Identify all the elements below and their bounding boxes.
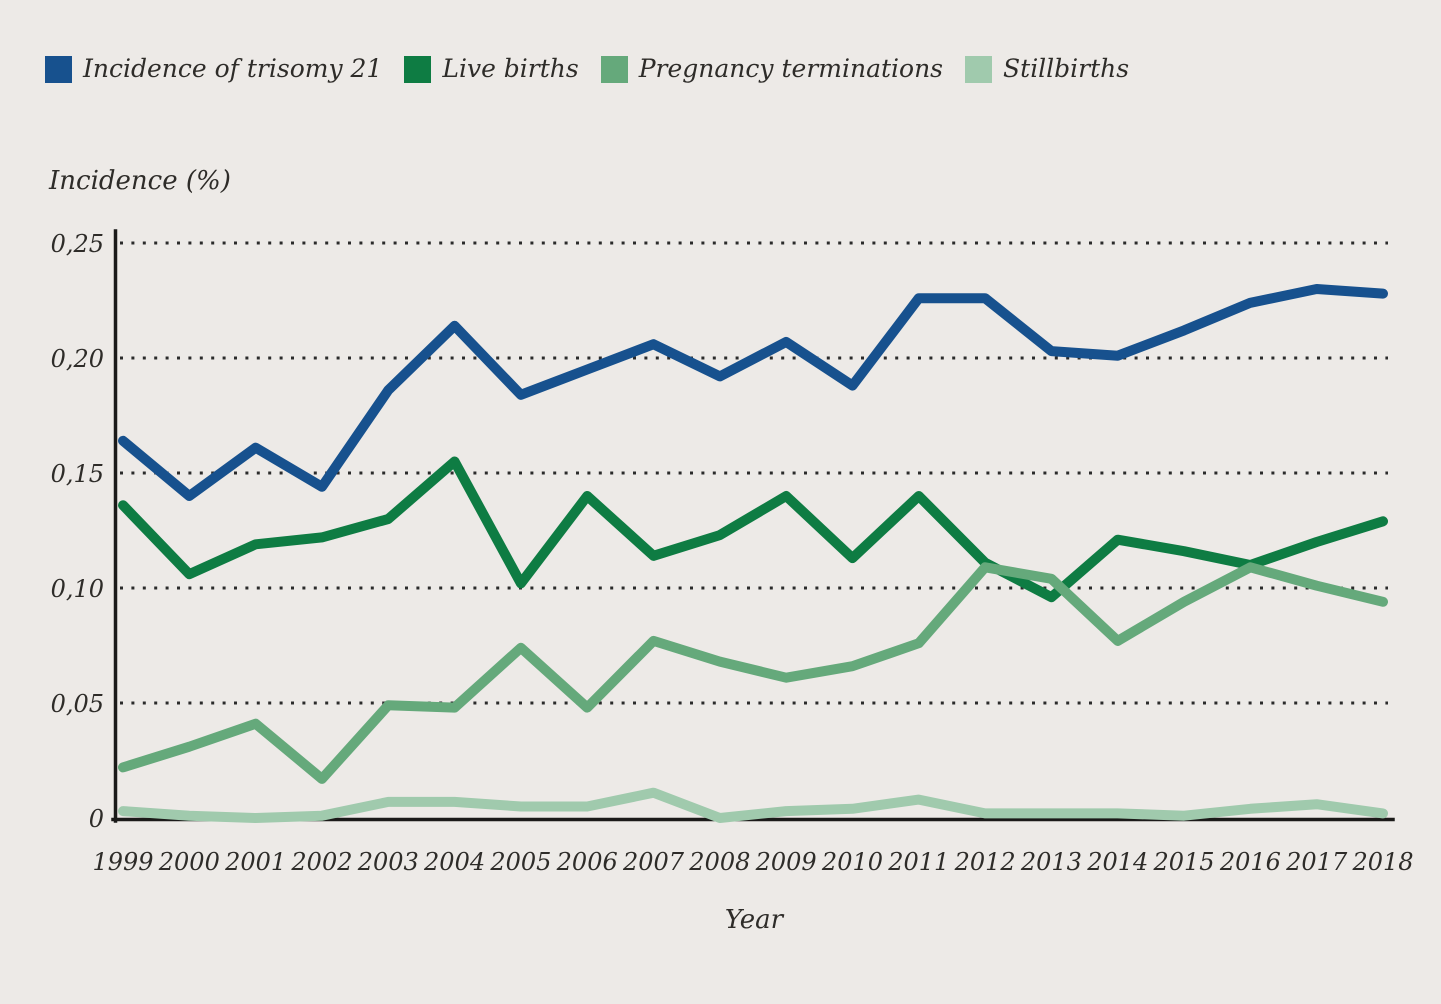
y-tick-label: 0 <box>89 805 104 833</box>
legend-label-pregnancy-terminations: Pregnancy terminations <box>638 54 944 83</box>
legend-item-incidence-of-trisomy-21: Incidence of trisomy 21 <box>45 55 382 83</box>
legend-swatch-incidence-icon <box>45 55 72 83</box>
x-tick-label: 2015 <box>1153 848 1215 876</box>
y-tick-label: 0,15 <box>51 460 104 488</box>
series-line-live-births <box>118 456 1388 603</box>
x-tick-label: 2006 <box>556 848 618 876</box>
legend-label-stillbirths: Stillbirths <box>1003 54 1130 83</box>
legend-label-incidence: Incidence of trisomy 21 <box>83 54 383 83</box>
x-tick-label: 2011 <box>887 848 949 876</box>
x-tick-label: 2008 <box>688 848 750 876</box>
legend-item-pregnancy-terminations: Pregnancy terminations <box>600 54 944 83</box>
y-tick-label: 0,25 <box>51 230 104 258</box>
x-tick-label: 2005 <box>489 848 551 876</box>
x-tick-label: 2002 <box>290 848 352 876</box>
series-line-stillbirths <box>118 787 1388 823</box>
y-tick-label: 0,05 <box>51 690 104 718</box>
x-tick-label: 2014 <box>1086 848 1148 876</box>
x-tick-label: 2003 <box>357 848 419 876</box>
x-tick-label: 2018 <box>1351 848 1413 876</box>
x-tick-label: 2010 <box>821 848 883 876</box>
y-tick-label: 0,10 <box>51 575 104 603</box>
y-tick-label: 0,20 <box>51 345 104 373</box>
x-tick-label: 2009 <box>755 848 817 876</box>
x-tick-label: 1999 <box>92 848 153 876</box>
series-line-incidence-of-trisomy-21 <box>118 284 1388 501</box>
legend-swatch-stillbirths-icon <box>965 55 993 83</box>
x-tick-label: 2016 <box>1219 848 1281 876</box>
legend-swatch-pregnancy-terminations-icon <box>600 55 628 83</box>
x-tick-label: 2000 <box>158 848 220 876</box>
x-tick-label: 2007 <box>622 848 685 876</box>
x-tick-label: 2017 <box>1285 848 1348 876</box>
x-tick-label: 2004 <box>423 848 485 876</box>
x-tick-label: 2001 <box>224 848 286 876</box>
x-axis-title: Year <box>724 905 784 935</box>
legend-item-stillbirths: Stillbirths <box>965 55 1129 83</box>
legend-swatch-live-births-icon <box>404 55 432 83</box>
x-tick-label: 2013 <box>1020 848 1082 876</box>
y-axis-title: Incidence (%) <box>49 166 231 196</box>
x-tick-label: 2012 <box>954 848 1016 876</box>
legend-label-live-births: Live births <box>442 54 579 83</box>
legend-item-live-births: Live births <box>404 54 579 83</box>
legend: Incidence of trisomy 21 Live births Preg… <box>45 55 1129 83</box>
series-line-pregnancy-terminations <box>118 562 1388 784</box>
